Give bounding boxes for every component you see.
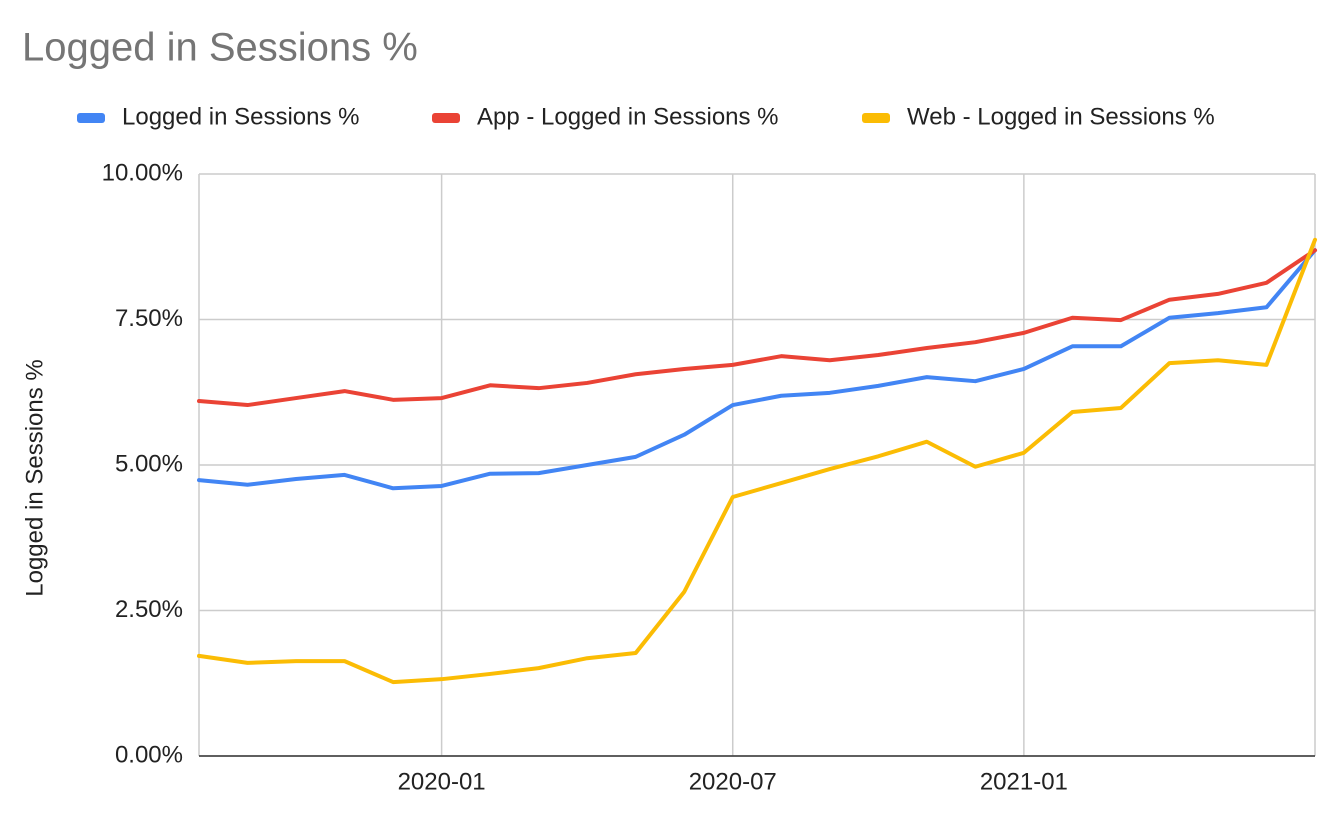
- y-tick-label: 10.00%: [102, 159, 183, 186]
- x-tick-label: 2020-01: [398, 768, 486, 795]
- legend-swatch: [432, 113, 460, 123]
- y-tick-label: 7.50%: [115, 305, 183, 332]
- y-tick-label: 0.00%: [115, 741, 183, 768]
- y-axis-label: Logged in Sessions %: [21, 359, 48, 597]
- y-tick-label: 2.50%: [115, 596, 183, 623]
- chart-title: Logged in Sessions %: [22, 26, 418, 70]
- legend-swatch: [77, 113, 105, 123]
- x-tick-label: 2020-07: [689, 768, 777, 795]
- legend-swatch: [862, 113, 890, 123]
- series-line: [197, 237, 1317, 685]
- legend-label: Logged in Sessions %: [122, 103, 360, 130]
- x-tick-label: 2021-01: [980, 768, 1068, 795]
- series-line: [197, 248, 1317, 408]
- legend-label: Web - Logged in Sessions %: [907, 103, 1215, 130]
- legend-label: App - Logged in Sessions %: [477, 103, 779, 130]
- y-tick-label: 5.00%: [115, 450, 183, 477]
- series-line: [197, 248, 1317, 491]
